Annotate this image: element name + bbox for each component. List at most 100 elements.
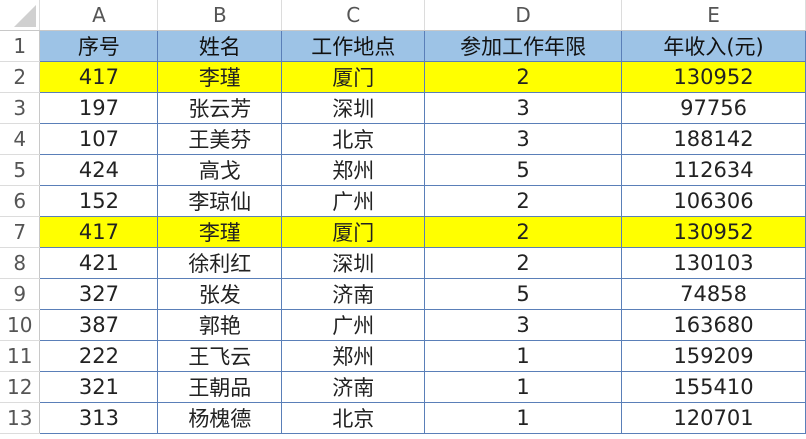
row-header[interactable]: 11 xyxy=(0,340,41,372)
row-header[interactable]: 7 xyxy=(0,216,41,248)
cell[interactable]: 1 xyxy=(424,340,623,372)
header-cell[interactable]: 姓名 xyxy=(157,30,283,62)
row-header[interactable]: 5 xyxy=(0,154,41,186)
cell[interactable]: 424 xyxy=(39,154,159,186)
table-row: 12 321 王朝品 济南 1 155410 xyxy=(0,371,806,403)
cell[interactable]: 222 xyxy=(39,340,159,372)
cell[interactable]: 3 xyxy=(424,123,623,155)
cell[interactable]: 郑州 xyxy=(281,340,426,372)
cell[interactable]: 2 xyxy=(424,61,623,93)
row-header[interactable]: 6 xyxy=(0,185,41,217)
cell[interactable]: 313 xyxy=(39,402,159,434)
row-header[interactable]: 2 xyxy=(0,61,41,93)
cell[interactable]: 130103 xyxy=(621,247,806,279)
table-row: 9 327 张发 济南 5 74858 xyxy=(0,278,806,310)
cell[interactable]: 159209 xyxy=(621,340,806,372)
cell[interactable]: 王朝品 xyxy=(157,371,283,403)
row-header[interactable]: 8 xyxy=(0,247,41,279)
cell[interactable]: 321 xyxy=(39,371,159,403)
cell[interactable]: 130952 xyxy=(621,216,806,248)
cell[interactable]: 152 xyxy=(39,185,159,217)
cell[interactable]: 深圳 xyxy=(281,92,426,124)
table-header-row: 1 序号 姓名 工作地点 参加工作年限 年收入(元) xyxy=(0,30,806,62)
cell[interactable]: 济南 xyxy=(281,278,426,310)
cell[interactable]: 厦门 xyxy=(281,61,426,93)
cell[interactable]: 2 xyxy=(424,185,623,217)
cell[interactable]: 421 xyxy=(39,247,159,279)
cell[interactable]: 济南 xyxy=(281,371,426,403)
table-row: 5 424 高戈 郑州 5 112634 xyxy=(0,154,806,186)
cell[interactable]: 2 xyxy=(424,216,623,248)
cell[interactable]: 张云芳 xyxy=(157,92,283,124)
cell[interactable]: 188142 xyxy=(621,123,806,155)
row-header[interactable]: 13 xyxy=(0,402,41,434)
cell[interactable]: 郭艳 xyxy=(157,309,283,341)
cell[interactable]: 广州 xyxy=(281,185,426,217)
table-row: 3 197 张云芳 深圳 3 97756 xyxy=(0,92,806,124)
cell[interactable]: 74858 xyxy=(621,278,806,310)
table-row: 13 313 杨槐德 北京 1 120701 xyxy=(0,402,806,434)
row-header[interactable]: 10 xyxy=(0,309,41,341)
cell[interactable]: 387 xyxy=(39,309,159,341)
cell[interactable]: 3 xyxy=(424,309,623,341)
table-row: 8 421 徐利红 深圳 2 130103 xyxy=(0,247,806,279)
row-header[interactable]: 1 xyxy=(0,30,41,62)
cell[interactable]: 107 xyxy=(39,123,159,155)
cell[interactable]: 417 xyxy=(39,216,159,248)
table-row: 2 417 李瑾 厦门 2 130952 xyxy=(0,61,806,93)
cell[interactable]: 97756 xyxy=(621,92,806,124)
cell[interactable]: 李瑾 xyxy=(157,61,283,93)
select-all-button[interactable] xyxy=(0,0,41,31)
cell[interactable]: 130952 xyxy=(621,61,806,93)
table-row: 11 222 王飞云 郑州 1 159209 xyxy=(0,340,806,372)
cell[interactable]: 郑州 xyxy=(281,154,426,186)
row-header[interactable]: 9 xyxy=(0,278,41,310)
column-header-b[interactable]: B xyxy=(157,0,283,31)
cell[interactable]: 北京 xyxy=(281,123,426,155)
row-header[interactable]: 4 xyxy=(0,123,41,155)
table-row: 4 107 王美芬 北京 3 188142 xyxy=(0,123,806,155)
cell[interactable]: 1 xyxy=(424,371,623,403)
cell[interactable]: 417 xyxy=(39,61,159,93)
header-cell[interactable]: 工作地点 xyxy=(281,30,426,62)
table-row: 7 417 李瑾 厦门 2 130952 xyxy=(0,216,806,248)
column-header-c[interactable]: C xyxy=(281,0,426,31)
cell[interactable]: 327 xyxy=(39,278,159,310)
cell[interactable]: 王美芬 xyxy=(157,123,283,155)
header-cell[interactable]: 参加工作年限 xyxy=(424,30,623,62)
row-header[interactable]: 12 xyxy=(0,371,41,403)
table-row: 10 387 郭艳 广州 3 163680 xyxy=(0,309,806,341)
cell[interactable]: 120701 xyxy=(621,402,806,434)
header-cell[interactable]: 序号 xyxy=(39,30,159,62)
cell[interactable]: 北京 xyxy=(281,402,426,434)
cell[interactable]: 155410 xyxy=(621,371,806,403)
cell[interactable]: 李琼仙 xyxy=(157,185,283,217)
cell[interactable]: 王飞云 xyxy=(157,340,283,372)
cell[interactable]: 广州 xyxy=(281,309,426,341)
cell[interactable]: 高戈 xyxy=(157,154,283,186)
cell[interactable]: 106306 xyxy=(621,185,806,217)
cell[interactable]: 李瑾 xyxy=(157,216,283,248)
cell[interactable]: 3 xyxy=(424,92,623,124)
cell[interactable]: 2 xyxy=(424,247,623,279)
cell[interactable]: 112634 xyxy=(621,154,806,186)
cell[interactable]: 5 xyxy=(424,154,623,186)
table-row: 6 152 李琼仙 广州 2 106306 xyxy=(0,185,806,217)
column-header-d[interactable]: D xyxy=(424,0,623,31)
column-header-a[interactable]: A xyxy=(39,0,159,31)
column-header-row: A B C D E xyxy=(0,0,806,31)
cell[interactable]: 徐利红 xyxy=(157,247,283,279)
row-header[interactable]: 3 xyxy=(0,92,41,124)
select-all-triangle-icon xyxy=(14,5,37,27)
column-header-e[interactable]: E xyxy=(621,0,806,31)
cell[interactable]: 深圳 xyxy=(281,247,426,279)
cell[interactable]: 1 xyxy=(424,402,623,434)
cell[interactable]: 197 xyxy=(39,92,159,124)
cell[interactable]: 5 xyxy=(424,278,623,310)
cell[interactable]: 163680 xyxy=(621,309,806,341)
cell[interactable]: 杨槐德 xyxy=(157,402,283,434)
cell[interactable]: 厦门 xyxy=(281,216,426,248)
header-cell[interactable]: 年收入(元) xyxy=(621,30,806,62)
cell[interactable]: 张发 xyxy=(157,278,283,310)
